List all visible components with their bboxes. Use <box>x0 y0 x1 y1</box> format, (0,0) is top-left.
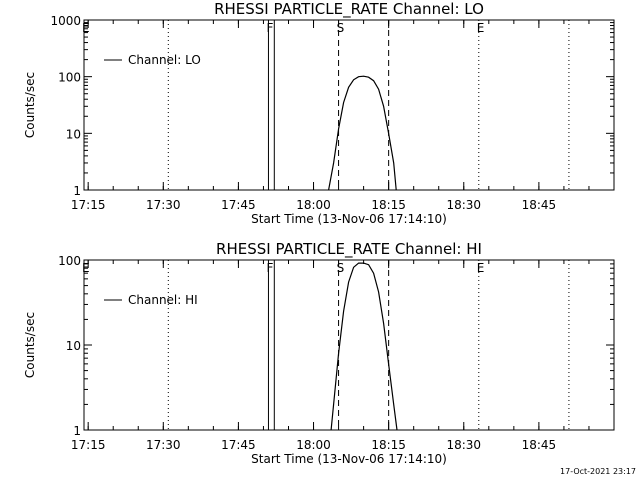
x-axis-label: Start Time (13-Nov-06 17:14:10) <box>251 452 447 466</box>
chart-title: RHESSI PARTICLE_RATE Channel: LO <box>214 0 484 19</box>
y-axis-label: Counts/sec <box>23 72 37 138</box>
time-marker-label: F <box>266 261 273 275</box>
time-marker-label: S <box>337 261 345 275</box>
time-marker-label: E <box>82 21 90 35</box>
x-tick-label: 18:45 <box>522 198 557 212</box>
x-tick-label: 18:00 <box>296 198 331 212</box>
x-tick-label: 17:30 <box>146 198 181 212</box>
hi-channel-panel: RHESSI PARTICLE_RATE Channel: HI 17:15 17:… <box>23 240 615 466</box>
footer-timestamp: 17-Oct-2021 23:17 <box>560 467 636 476</box>
time-marker-label: F <box>266 21 273 35</box>
plot-frame <box>83 259 615 431</box>
y-tick-label: 1 <box>73 184 81 198</box>
y-tick-label: 1 <box>73 424 81 438</box>
x-tick-label: 18:45 <box>522 438 557 452</box>
time-marker-label: S <box>337 21 345 35</box>
plot-frame <box>83 19 615 191</box>
x-tick-label: 17:15 <box>71 198 106 212</box>
y-tick-label: 100 <box>58 254 81 268</box>
x-tick-label: 17:45 <box>221 198 256 212</box>
y-tick-label: 100 <box>58 71 81 85</box>
x-axis-label: Start Time (13-Nov-06 17:14:10) <box>251 212 447 226</box>
time-marker-label: E <box>82 261 90 275</box>
y-tick-label: 10 <box>66 127 81 141</box>
x-tick-label: 17:30 <box>146 438 181 452</box>
x-tick-label: 17:45 <box>221 438 256 452</box>
series-line <box>328 75 397 191</box>
legend-entry: Channel: LO <box>128 53 201 67</box>
y-tick-label: 10 <box>66 339 81 353</box>
chart-title: RHESSI PARTICLE_RATE Channel: HI <box>216 240 482 259</box>
time-marker-label: E <box>477 21 485 35</box>
series-line <box>330 262 398 431</box>
x-tick-label: 18:00 <box>296 438 331 452</box>
x-tick-label: 18:15 <box>371 438 406 452</box>
x-tick-label: 18:30 <box>446 438 481 452</box>
lo-channel-panel: RHESSI PARTICLE_RATE Channel: LO 17:15 17:… <box>23 0 615 226</box>
x-tick-label: 18:15 <box>371 198 406 212</box>
time-marker-label: E <box>477 261 485 275</box>
y-tick-label: 1000 <box>50 14 81 28</box>
y-axis-label: Counts/sec <box>23 312 37 378</box>
x-tick-label: 17:15 <box>71 438 106 452</box>
x-tick-label: 18:30 <box>446 198 481 212</box>
legend-entry: Channel: HI <box>128 293 198 307</box>
